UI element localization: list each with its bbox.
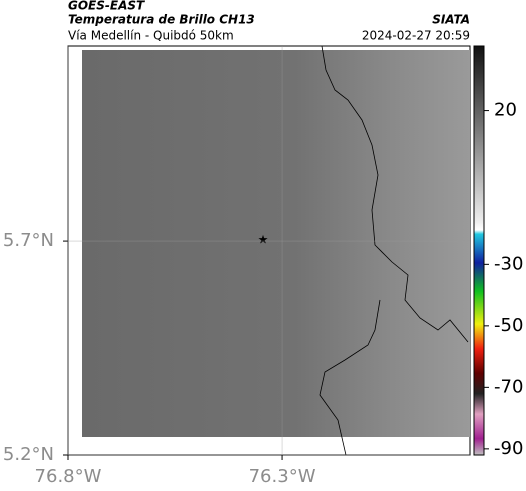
colorbar-tick-label: -30 — [494, 253, 523, 274]
raster — [82, 50, 470, 437]
lon-tick-label: 76.8°W — [35, 466, 102, 487]
lon-tick-label: 76.3°W — [249, 466, 316, 487]
colorbar-tick-label: -70 — [494, 376, 523, 397]
location-marker: ★ — [258, 233, 269, 247]
colorbar-tick-label: -90 — [494, 438, 523, 459]
lat-tick-label: 5.2°N — [3, 444, 54, 465]
timestamp: 2024-02-27 20:59 — [362, 29, 470, 43]
colorbar-tick-label: 20 — [494, 100, 517, 121]
boundary — [319, 299, 381, 456]
subtitle: Vía Medellín - Quibdó 50km — [68, 29, 234, 43]
credit: SIATA — [432, 13, 470, 27]
colorbar-tick-label: -50 — [494, 315, 523, 336]
title: Temperatura de Brillo CH13 — [68, 13, 255, 27]
lat-tick-label: 5.7°N — [3, 230, 54, 251]
colorbar — [473, 45, 485, 456]
source: GOES-EAST — [68, 0, 145, 13]
boundary — [321, 45, 469, 343]
